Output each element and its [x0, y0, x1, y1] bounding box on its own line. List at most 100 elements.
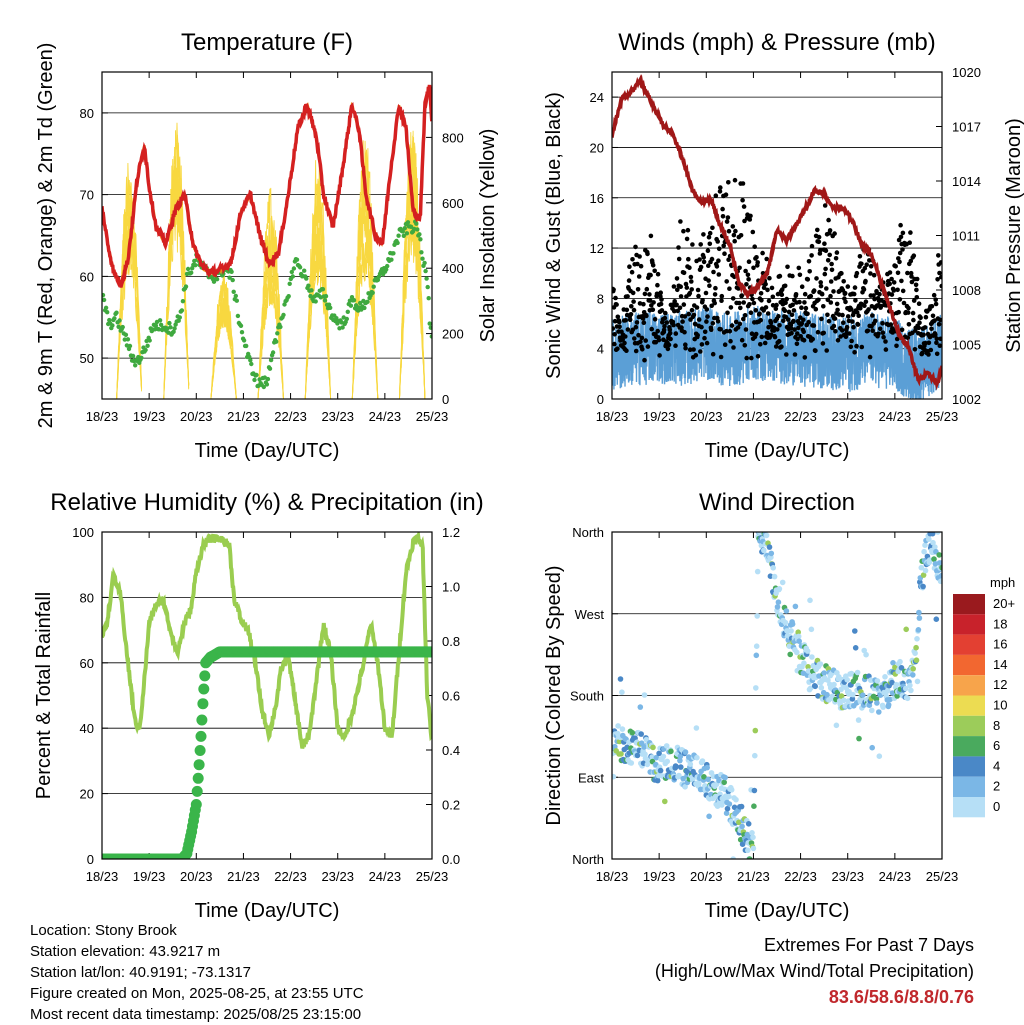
- gust-point: [748, 310, 754, 316]
- gust-point: [911, 298, 917, 303]
- dewpoint-point: [391, 251, 396, 256]
- gust-point: [688, 274, 694, 280]
- direction-point: [829, 693, 835, 700]
- dewpoint-point: [158, 322, 164, 327]
- gust-point: [751, 265, 756, 271]
- gust-point: [736, 300, 742, 306]
- gust-point: [852, 350, 857, 355]
- x-tick-label: 22/23: [274, 409, 307, 424]
- gust-point: [628, 312, 634, 317]
- gust-point: [636, 332, 641, 338]
- gust-point: [722, 342, 728, 348]
- direction-point: [705, 776, 711, 783]
- dewpoint-point: [322, 298, 328, 303]
- gust-point: [907, 240, 912, 245]
- direction-point: [845, 698, 851, 704]
- x-axis-title: Time (Day/UTC): [705, 900, 850, 922]
- direction-point: [876, 753, 883, 759]
- direction-point: [752, 727, 759, 734]
- gust-point: [689, 287, 694, 292]
- dewpoint-point: [252, 377, 257, 383]
- gust-point: [896, 309, 901, 315]
- gust-point: [824, 348, 829, 353]
- gust-point: [707, 230, 713, 236]
- direction-point: [910, 672, 916, 678]
- direction-point: [935, 532, 941, 535]
- gust-point: [737, 265, 742, 271]
- gust-point: [750, 296, 755, 302]
- direction-point: [754, 613, 760, 619]
- gust-point: [742, 313, 748, 318]
- direction-point: [618, 751, 624, 757]
- gust-point: [831, 323, 837, 329]
- gust-point: [731, 345, 736, 350]
- gust-point: [894, 336, 900, 342]
- x-tick-label: 25/23: [416, 409, 449, 424]
- direction-point: [676, 772, 682, 779]
- gust-point: [797, 272, 803, 278]
- direction-point: [874, 700, 880, 706]
- direction-point: [789, 621, 796, 627]
- y-tick-label: 40: [80, 721, 94, 736]
- direction-point: [936, 552, 942, 558]
- winds-pressure-panel: Winds (mph) & Pressure (mb) Time (Day/UTC…: [543, 29, 1024, 462]
- legend-label: 0: [993, 799, 1000, 814]
- direction-point: [693, 725, 700, 731]
- dewpoint-point: [351, 298, 357, 303]
- gust-point: [738, 233, 744, 238]
- dewpoint-point: [426, 296, 431, 301]
- gust-point: [644, 286, 650, 292]
- dewpoint-point: [395, 240, 400, 246]
- gust-point: [733, 228, 738, 234]
- direction-point: [930, 539, 936, 546]
- pressure-line: [612, 74, 942, 391]
- x-tick-label: 18/23: [596, 409, 629, 424]
- gust-point: [877, 326, 883, 332]
- gust-point: [897, 259, 902, 265]
- y2-tick-label: 0.8: [442, 634, 460, 649]
- gust-point: [647, 292, 652, 297]
- dewpoint-point: [177, 315, 182, 320]
- gust-point: [898, 222, 903, 228]
- x-axis-title: Time (Day/UTC): [705, 440, 850, 462]
- gust-point: [845, 284, 851, 289]
- dewpoint-point: [400, 229, 405, 234]
- direction-point: [695, 781, 702, 787]
- gust-point: [851, 291, 857, 297]
- gust-point: [799, 305, 804, 311]
- direction-point: [850, 691, 856, 698]
- gust-point: [753, 331, 759, 337]
- y2-tick-label: 1.0: [442, 580, 460, 595]
- dewpoint-point: [248, 358, 253, 363]
- gust-point: [715, 319, 721, 324]
- gust-point: [659, 308, 665, 313]
- dewpoint-point: [287, 281, 292, 286]
- dewpoint-point: [107, 317, 112, 323]
- gust-point: [612, 332, 617, 337]
- gust-point: [822, 203, 828, 208]
- y2-tick-label: 1011: [952, 229, 980, 244]
- gust-point: [933, 297, 938, 303]
- gust-point: [745, 272, 751, 278]
- gust-point: [796, 325, 801, 331]
- dewpoint-point: [171, 329, 176, 334]
- gust-point: [722, 251, 727, 256]
- gust-point: [859, 344, 865, 350]
- gust-point: [743, 327, 749, 332]
- dewpoint-point: [405, 220, 411, 225]
- direction-point: [808, 626, 815, 633]
- gust-point: [698, 349, 703, 354]
- gust-point: [699, 324, 704, 330]
- wind-direction-panel: Wind Direction Time (Day/UTC) Direction (C…: [543, 489, 958, 922]
- gust-point: [715, 239, 720, 244]
- gust-point: [834, 250, 840, 255]
- gust-point: [887, 281, 892, 287]
- dewpoint-point: [370, 290, 375, 295]
- humidity-plot-area: [102, 532, 432, 859]
- dewpoint-point: [145, 343, 150, 348]
- direction-point: [745, 847, 751, 854]
- gust-point: [738, 305, 743, 311]
- gust-point: [739, 337, 745, 343]
- gust-point: [868, 271, 873, 276]
- gust-point: [612, 341, 617, 347]
